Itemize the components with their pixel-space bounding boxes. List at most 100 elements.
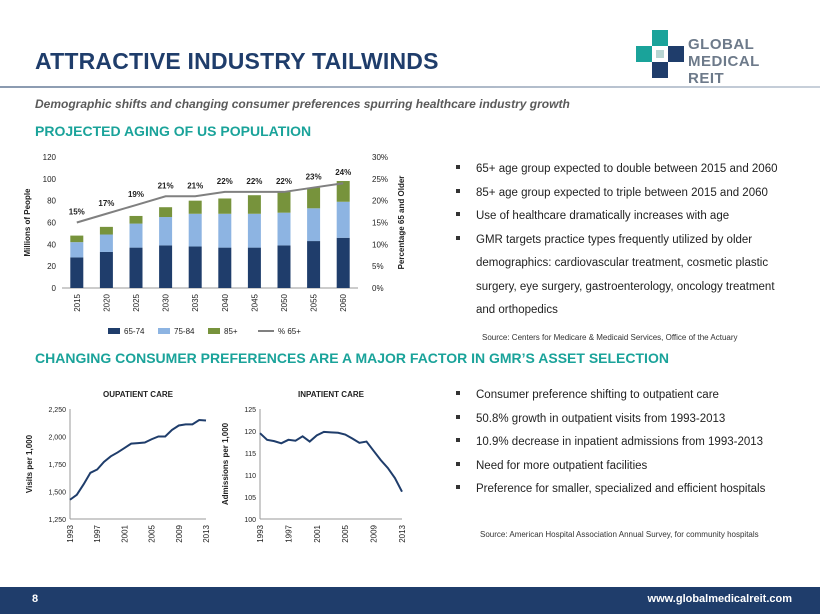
y-right-tick-label: 15%	[372, 219, 388, 228]
bullet-item: Need for more outpatient facilities	[450, 455, 800, 479]
section-heading-aging: PROJECTED AGING OF US POPULATION	[35, 123, 312, 139]
bar-segment	[336, 181, 350, 202]
inpatient-care-chart: INPATIENT CARE 100 105 110 115 120 125 1993 1997…	[221, 390, 407, 543]
data-label: 24%	[335, 168, 351, 177]
bar-segment	[159, 207, 173, 218]
x-tick-label: 2005	[148, 524, 157, 542]
x-tick-label: 2045	[250, 293, 259, 311]
y-axis-label: Visits per 1,000	[25, 434, 34, 493]
y-tick-label: 60	[47, 219, 56, 228]
slide-title: ATTRACTIVE INDUSTRY TAILWINDS	[35, 48, 439, 74]
x-tick-label: 2025	[132, 293, 141, 311]
logo-wordmark: GLOBAL MEDICAL REIT	[688, 36, 796, 87]
legend-label: 85+	[224, 327, 238, 336]
logo-line-1: GLOBAL	[688, 36, 755, 53]
data-label: 22%	[217, 177, 233, 186]
data-label: 23%	[306, 173, 322, 182]
source-note-aha: Source: American Hospital Association An…	[480, 530, 759, 539]
bar-segment	[70, 257, 84, 288]
bar-segment	[336, 201, 350, 238]
y-tick-label: 40	[47, 240, 56, 249]
outpatient-care-chart: OUPATIENT CARE 1,250 1,500 1,750 2,000 2,250 1…	[25, 390, 211, 543]
bar-segment	[336, 237, 350, 288]
bullet-item: GMR targets practice types frequently ut…	[450, 229, 790, 323]
y-tick-label: 100	[43, 175, 57, 184]
legend-swatch	[108, 328, 120, 334]
bar-segment	[188, 246, 202, 288]
legend-swatch	[208, 328, 220, 334]
x-tick-label: 2030	[162, 293, 171, 311]
y-tick-label: 1,750	[48, 462, 66, 469]
page-number: 8	[32, 593, 39, 605]
slide-subtitle: Demographic shifts and changing consumer…	[35, 97, 570, 111]
y-right-tick-label: 0%	[372, 284, 384, 293]
logo-line-2: MEDICAL REIT	[688, 53, 760, 87]
y-right-tick-label: 10%	[372, 240, 388, 249]
x-tick-label: 2050	[280, 293, 289, 311]
y-right-tick-label: 20%	[372, 197, 388, 206]
series-line	[69, 418, 207, 501]
bar-segment	[159, 245, 173, 288]
y-tick-label: 2,000	[48, 435, 66, 442]
x-tick-label: 2001	[313, 524, 322, 542]
data-label: 15%	[69, 208, 85, 217]
bar-segment	[277, 245, 291, 288]
bar-segment	[99, 251, 113, 288]
bar-segment	[129, 247, 143, 288]
source-note-cms: Source: Centers for Medicare & Medicaid …	[482, 333, 738, 342]
bullet-item: 65+ age group expected to double between…	[450, 158, 790, 182]
header-divider	[0, 86, 820, 88]
y-tick-label: 0	[52, 284, 57, 293]
series-line	[259, 430, 403, 493]
chart-title: INPATIENT CARE	[298, 390, 365, 399]
bar-segment	[218, 213, 232, 248]
bar-segment	[70, 235, 84, 243]
x-tick-label: 2009	[370, 524, 379, 542]
footer-bar: 8 www.globalmedicalreit.com	[0, 587, 820, 614]
bar-segment	[99, 234, 113, 252]
data-label: 17%	[98, 199, 114, 208]
legend-swatch	[158, 328, 170, 334]
y-axis-label: Admissions per 1,000	[221, 422, 230, 505]
data-label: 19%	[128, 190, 144, 199]
x-tick-label: 1997	[284, 524, 293, 542]
x-tick-label: 2015	[73, 293, 82, 311]
y-right-tick-label: 5%	[372, 262, 384, 271]
legend-label: % 65+	[278, 327, 301, 336]
website-link[interactable]: www.globalmedicalreit.com	[647, 593, 792, 605]
medical-cross-logo-icon	[636, 30, 684, 78]
y-tick-label: 105	[244, 495, 256, 502]
bullet-item: Use of healthcare dramatically increases…	[450, 205, 790, 229]
bullet-item: 10.9% decrease in inpatient admissions f…	[450, 431, 800, 455]
y-tick-label: 115	[245, 451, 256, 458]
y-axis-label: Millions of People	[23, 188, 32, 257]
x-tick-label: 1993	[66, 524, 75, 542]
chart-title: OUPATIENT CARE	[103, 390, 174, 399]
bullet-item: 50.8% growth in outpatient visits from 1…	[450, 408, 800, 432]
global-medical-reit-logo: GLOBAL MEDICAL REIT	[636, 30, 796, 87]
x-tick-label: 2013	[202, 524, 211, 542]
y-tick-label: 125	[244, 407, 256, 414]
y-right-tick-label: 30%	[372, 153, 388, 162]
x-tick-label: 1993	[256, 524, 265, 542]
x-tick-label: 2020	[102, 293, 111, 311]
bullet-item: 85+ age group expected to triple between…	[450, 182, 790, 206]
bar-segment	[99, 226, 113, 235]
consumer-bullet-list: Consumer preference shifting to outpatie…	[450, 384, 800, 502]
bar-segment	[218, 198, 232, 214]
bar-segment	[70, 242, 84, 258]
bar-segment	[188, 213, 202, 247]
bar-segment	[218, 247, 232, 288]
bullet-item: Preference for smaller, specialized and …	[450, 478, 800, 502]
x-tick-label: 1997	[93, 524, 102, 542]
aging-bullet-list: 65+ age group expected to double between…	[450, 158, 790, 323]
data-label: 22%	[276, 177, 292, 186]
bar-segment	[247, 247, 261, 288]
bar-segment	[277, 212, 291, 246]
x-tick-label: 2060	[339, 293, 348, 311]
x-tick-label: 2055	[310, 293, 319, 311]
y-tick-label: 110	[245, 473, 256, 480]
x-tick-label: 2009	[175, 524, 184, 542]
y-tick-label: 120	[43, 153, 57, 162]
legend-label: 65-74	[124, 327, 145, 336]
